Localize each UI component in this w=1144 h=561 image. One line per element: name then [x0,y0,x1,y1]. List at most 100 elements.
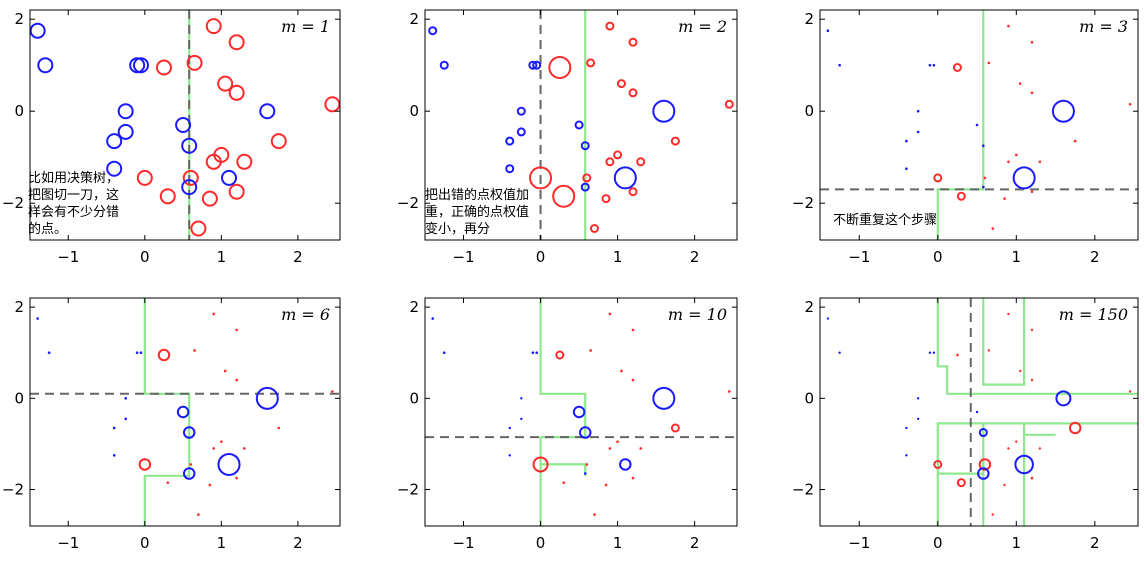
axes-frame [424,9,738,241]
data-point-negative [431,317,435,320]
data-point-negative [505,164,515,174]
data-point-negative [905,139,908,143]
data-point-negative [905,167,908,171]
x-tick-label: 1 [613,248,623,266]
data-point-negative [505,136,515,146]
data-point-negative [826,317,830,320]
x-tick-label: 0 [933,248,943,266]
plot-area [425,298,737,526]
axes-frame [424,297,738,527]
data-point-positive [236,153,253,170]
data-point-positive [1073,139,1077,143]
data-point-positive [212,312,216,316]
data-point-negative [520,397,523,400]
panel-title: m = 10 [668,305,727,324]
data-point-negative [112,454,116,457]
y-tick-label: 2 [409,10,419,28]
data-point-negative [826,29,830,33]
data-point-positive [532,456,549,473]
data-point-positive [208,483,212,487]
data-point-negative [578,426,592,439]
data-point-positive [228,183,245,200]
panel-5: −1 0 1 2 −2 0 2 m = 10 [397,297,738,552]
data-point-positive [1014,153,1018,157]
y-tick-label: 2 [804,10,814,28]
data-point-negative [916,397,920,400]
data-point-positive [1019,369,1022,373]
data-point-positive [991,227,995,230]
data-point-positive [552,184,576,208]
data-point-negative [1055,390,1072,407]
data-point-positive [270,133,287,150]
data-point-positive [582,173,592,183]
panel-title: m = 6 [281,305,330,324]
data-point-negative [905,426,908,430]
data-point-positive [1030,91,1034,95]
data-point-negative [1051,99,1075,123]
data-point-positive [952,63,962,72]
data-point-negative [572,405,586,419]
data-point-positive [589,224,599,233]
decision-boundary [540,463,587,476]
data-point-positive [620,369,623,373]
data-point-positive [243,447,246,450]
data-point-positive [548,56,572,79]
data-point-positive [155,59,172,76]
decision-boundary [143,298,191,526]
plot-area [428,10,734,240]
x-tick-label: −1 [57,534,79,552]
data-point-positive [636,157,646,167]
y-tick-label: −2 [2,194,24,212]
y-tick-label: 2 [409,298,419,316]
data-point-positive [205,18,222,35]
x-tick-label: 0 [140,534,150,552]
x-tick-label: −1 [452,248,474,266]
data-point-negative [528,60,538,70]
data-point-positive [212,447,216,450]
data-point-negative [652,386,676,410]
data-point-positive [616,79,626,89]
data-point-positive [613,150,623,160]
data-point-negative [508,454,511,457]
data-point-positive [186,54,203,71]
data-point-positive [1030,476,1034,480]
decision-boundary [936,298,984,395]
data-point-negative [905,454,908,457]
y-tick-label: 0 [804,102,814,120]
data-point-positive [201,190,218,207]
data-point-negative [516,127,526,137]
data-point-positive [1128,102,1132,106]
y-tick-label: 0 [409,389,419,407]
data-point-positive [159,188,176,205]
y-tick-label: 2 [14,298,24,316]
data-point-positive [631,378,635,382]
data-point-positive [585,463,589,466]
data-point-positive [1015,440,1018,443]
x-tick-label: 0 [140,248,150,266]
x-tick-label: 2 [1090,534,1100,552]
x-tick-label: 0 [933,534,943,552]
x-tick-label: 0 [536,248,546,266]
data-point-positive [324,96,340,113]
data-point-negative [135,351,139,355]
data-point-negative [37,57,54,74]
data-point-negative [613,166,637,190]
data-point-positive [933,173,943,183]
data-point-positive [628,37,638,47]
y-tick-label: 0 [14,102,24,120]
data-point-positive [228,34,245,51]
y-tick-label: −2 [792,194,814,212]
data-point-positive [1038,447,1042,450]
x-tick-label: 2 [690,534,700,552]
data-point-positive [1030,190,1034,194]
x-tick-label: 2 [690,248,700,266]
x-tick-label: −1 [452,534,474,552]
data-point-negative [583,472,587,475]
data-point-negative [975,410,979,414]
data-point-negative [112,426,116,430]
y-tick-label: −2 [2,481,24,499]
data-point-negative [47,351,51,355]
data-point-negative [580,141,590,151]
x-tick-label: 1 [613,534,623,552]
